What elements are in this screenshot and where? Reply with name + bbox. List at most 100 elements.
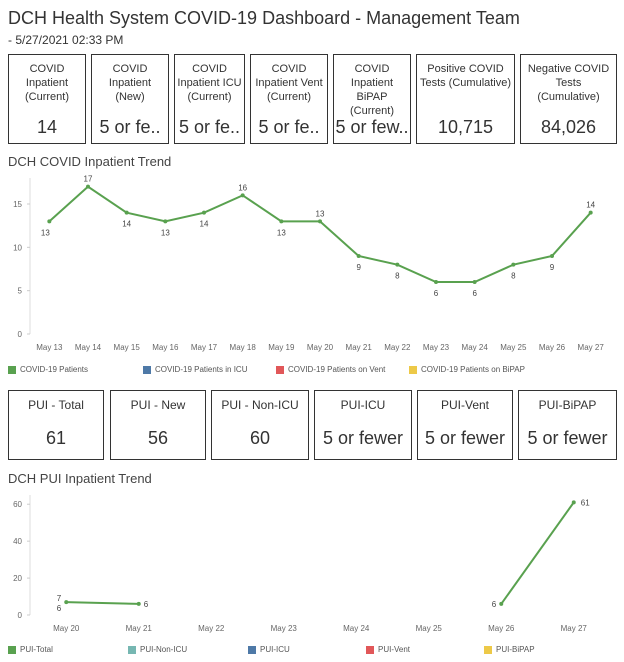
data-label: 9 [550, 263, 555, 272]
x-tick-label: May 25 [416, 624, 443, 633]
y-tick-label: 40 [13, 537, 22, 546]
data-label: 13 [161, 228, 170, 237]
legend-label: PUI-Vent [378, 645, 411, 654]
data-point [279, 219, 284, 224]
series-line-pui-total [500, 501, 575, 605]
data-point [240, 193, 245, 198]
x-tick-label: May 25 [500, 343, 527, 352]
x-tick-label: May 24 [343, 624, 370, 633]
x-tick-label: May 23 [271, 624, 298, 633]
card-pui-bipap[interactable]: PUI-BiPAP 5 or fewer [518, 390, 617, 460]
data-point [395, 262, 400, 267]
legend-label: COVID-19 Patients on BiPAP [421, 365, 525, 374]
legend-swatch [8, 365, 16, 374]
data-label: 13 [277, 228, 286, 237]
dashboard-title: DCH Health System COVID-19 Dashboard - M… [8, 8, 520, 28]
legend-label: PUI-Non-ICU [140, 645, 188, 654]
x-tick-label: May 24 [462, 343, 489, 352]
y-tick-label: 0 [18, 330, 23, 339]
data-label: 7 [57, 594, 62, 603]
card-label: COVID Inpatient BiPAP (Current) [349, 63, 394, 117]
legend-swatch [484, 645, 492, 654]
covid-trend-title: DCH COVID Inpatient Trend [8, 154, 172, 169]
legend-swatch [8, 645, 16, 654]
legend-pui-total[interactable]: PUI-Total [8, 645, 53, 654]
legend-swatch [248, 645, 256, 654]
data-label: 8 [395, 272, 400, 281]
data-label: 6 [434, 289, 439, 298]
y-tick-label: 20 [13, 574, 22, 583]
x-tick-label: May 20 [307, 343, 334, 352]
data-point [472, 280, 477, 284]
data-label: 9 [356, 263, 361, 272]
data-label: 61 [581, 498, 590, 507]
data-point [588, 210, 593, 215]
card-covid-inpatient-new[interactable]: COVID Inpatient (New) 5 or fe.. [91, 54, 169, 144]
legend-swatch [143, 365, 151, 374]
card-value: 14 [36, 117, 58, 137]
data-point [163, 219, 168, 224]
data-label: 13 [41, 228, 50, 237]
card-label: COVID Inpatient (New) [108, 63, 152, 103]
x-tick-label: May 17 [191, 343, 218, 352]
data-point [202, 210, 206, 215]
card-pui-non-icu[interactable]: PUI - Non-ICU 60 [211, 390, 309, 460]
legend-covid-patients[interactable]: COVID-19 Patients [8, 365, 88, 374]
card-label: PUI-BiPAP [538, 398, 597, 412]
legend-label: COVID-19 Patients on Vent [288, 365, 386, 374]
data-label: 6 [144, 600, 149, 609]
card-label: COVID Inpatient Vent (Current) [255, 63, 323, 103]
y-tick-label: 0 [18, 611, 23, 620]
card-label: Negative COVID Tests (Cumulative) [527, 63, 610, 103]
y-tick-label: 15 [13, 200, 22, 209]
legend-swatch [276, 365, 284, 374]
y-tick-label: 10 [13, 243, 22, 252]
card-pui-new[interactable]: PUI - New 56 [110, 390, 206, 460]
x-tick-label: May 14 [75, 343, 102, 352]
card-covid-inpatient-current[interactable]: COVID Inpatient (Current) 14 [8, 54, 86, 144]
card-negative-tests[interactable]: Negative COVID Tests (Cumulative) 84,026 [520, 54, 617, 144]
legend-label: COVID-19 Patients [20, 365, 89, 374]
card-value: 5 or fewer [322, 428, 404, 448]
legend-pui-bipap[interactable]: PUI-BiPAP [484, 645, 535, 654]
data-label: 14 [122, 220, 131, 229]
x-tick-label: May 22 [198, 624, 225, 633]
legend-covid-bipap[interactable]: COVID-19 Patients on BiPAP [409, 365, 525, 374]
card-label: PUI - Total [28, 398, 84, 412]
card-pui-icu[interactable]: PUI-ICU 5 or fewer [314, 390, 412, 460]
x-tick-label: May 16 [152, 343, 179, 352]
data-label: 6 [492, 600, 497, 609]
legend-swatch [128, 645, 136, 654]
legend-label: PUI-BiPAP [496, 645, 535, 654]
card-covid-inpatient-vent[interactable]: COVID Inpatient Vent (Current) 5 or fe.. [250, 54, 328, 144]
x-tick-label: May 13 [36, 343, 63, 352]
legend-pui-vent[interactable]: PUI-Vent [366, 645, 410, 654]
x-tick-label: May 19 [268, 343, 295, 352]
card-covid-inpatient-bipap[interactable]: COVID Inpatient BiPAP (Current) 5 or few… [333, 54, 411, 144]
card-covid-inpatient-icu[interactable]: COVID Inpatient ICU (Current) 5 or fe.. [174, 54, 245, 144]
data-point [550, 254, 554, 258]
series-line-covid-patients [48, 185, 592, 283]
series-line-pui-total [66, 601, 139, 605]
data-point [434, 280, 438, 284]
data-label: 16 [238, 183, 247, 192]
x-tick-label: May 27 [561, 624, 588, 633]
data-point [124, 210, 129, 215]
card-pui-vent[interactable]: PUI-Vent 5 or fewer [417, 390, 513, 460]
legend-pui-non-icu[interactable]: PUI-Non-ICU [128, 645, 187, 654]
card-value: 56 [147, 428, 169, 448]
data-label: 14 [200, 220, 209, 229]
card-label: PUI-Vent [440, 398, 490, 412]
legend-covid-icu[interactable]: COVID-19 Patients in ICU [143, 365, 247, 374]
data-point [511, 262, 516, 267]
legend-covid-vent[interactable]: COVID-19 Patients on Vent [276, 365, 385, 374]
card-pui-total[interactable]: PUI - Total 61 [8, 390, 104, 460]
covid-inpatient-trend-chart: 0 5 10 15 May 13 May 14 May 15 May 16 May 17 May … [13, 175, 604, 352]
legend-label: PUI-ICU [260, 645, 290, 654]
data-point [318, 219, 322, 224]
legend-label: PUI-Total [20, 645, 53, 654]
card-positive-tests[interactable]: Positive COVID Tests (Cumulative) 10,715 [416, 54, 515, 144]
card-label: PUI - New [130, 398, 186, 412]
legend-pui-icu[interactable]: PUI-ICU [248, 645, 290, 654]
card-label: PUI-ICU [340, 398, 386, 412]
